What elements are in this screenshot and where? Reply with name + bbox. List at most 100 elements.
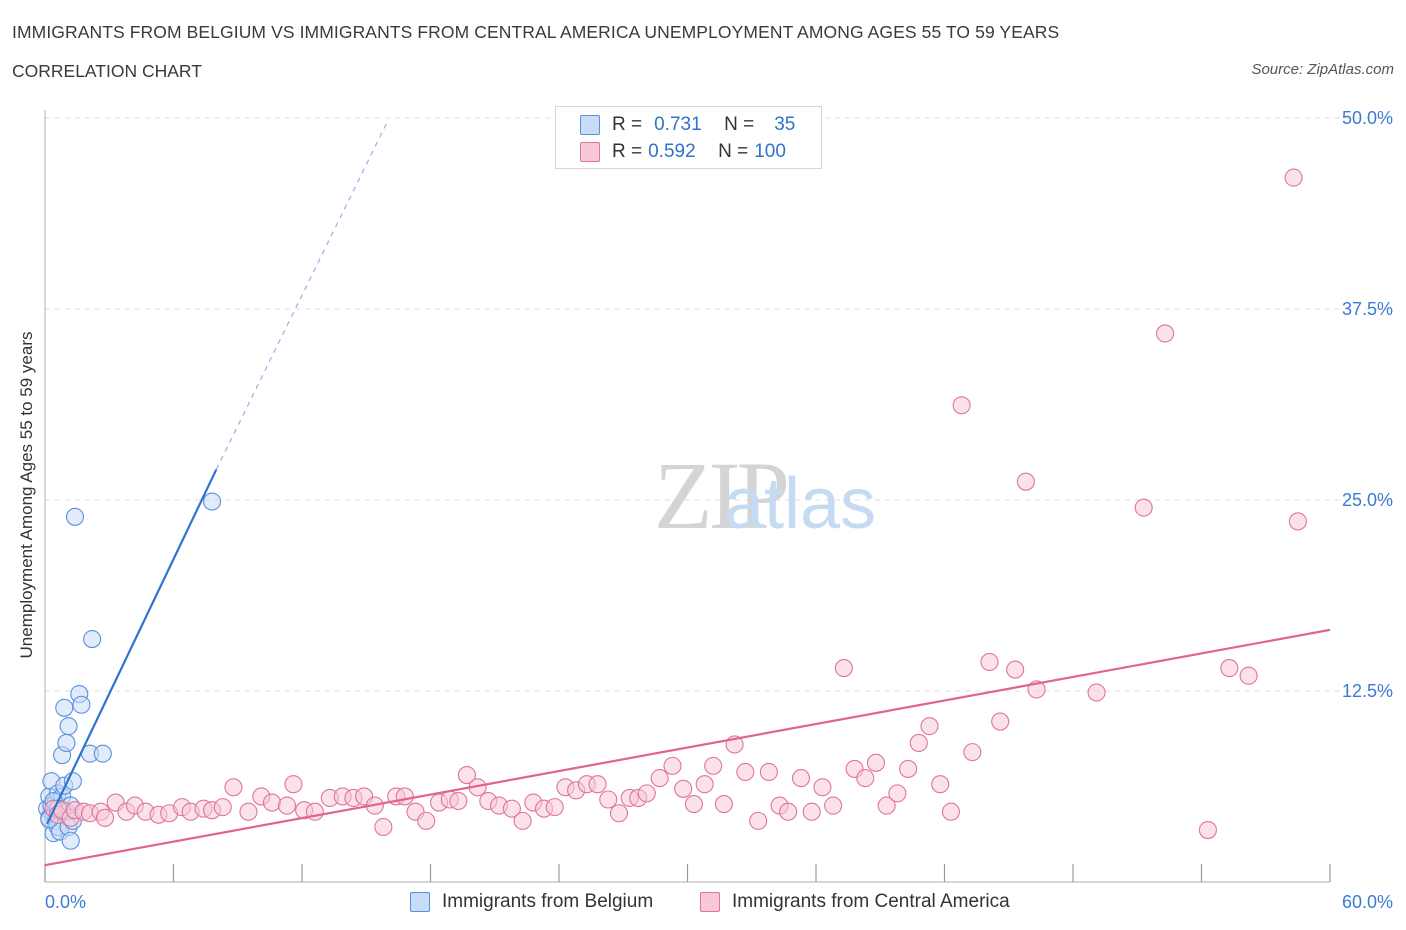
legend-item-central-america[interactable]: Immigrants from Central America xyxy=(700,889,1010,915)
central-america-point xyxy=(791,769,811,788)
central-america-point xyxy=(963,743,982,762)
central-america-point xyxy=(888,784,907,803)
y-tick-label: 12.5% xyxy=(1342,681,1393,701)
central-america-point xyxy=(663,756,682,775)
central-america-point xyxy=(877,796,896,815)
central-america-point xyxy=(262,793,282,812)
central-america-point xyxy=(1156,324,1175,343)
central-america-point xyxy=(239,802,258,821)
central-america-point xyxy=(502,799,521,818)
central-america-point xyxy=(277,796,297,815)
n-label: N = xyxy=(724,114,755,135)
central-america-point xyxy=(609,804,629,823)
n-label: N = xyxy=(718,141,749,162)
stats-row-belgium: R = 0.731 N = 35 xyxy=(580,113,795,137)
central-america-point xyxy=(95,808,115,827)
central-america-point xyxy=(545,798,564,817)
belgium-point xyxy=(203,492,222,511)
belgium-point xyxy=(93,744,112,763)
central-america-point xyxy=(779,802,798,821)
central-america-point xyxy=(952,396,971,415)
central-america-point xyxy=(824,796,843,815)
central-america-point xyxy=(802,802,821,821)
belgium-legend-icon xyxy=(410,892,430,912)
central-america-point xyxy=(650,769,669,788)
central-america-point xyxy=(449,791,468,811)
central-america-point xyxy=(1016,472,1035,491)
central-america-point xyxy=(374,817,393,837)
central-america-point xyxy=(395,787,414,806)
central-america-point xyxy=(1288,512,1307,531)
belgium-point xyxy=(65,507,85,526)
legend-item-belgium[interactable]: Immigrants from Belgium xyxy=(410,889,653,915)
stats-row-central-america: R = 0.592 N = 100 xyxy=(580,140,786,164)
y-tick-label: 50.0% xyxy=(1342,108,1393,128)
r-value: 0.592 xyxy=(648,141,696,162)
watermark-zip: ZIP xyxy=(654,442,787,549)
central-america-point xyxy=(704,756,723,775)
y-tick-label: 25.0% xyxy=(1342,490,1393,510)
chart-source: Source: ZipAtlas.com xyxy=(1251,61,1394,78)
central-america-legend-icon xyxy=(700,892,720,912)
central-america-point xyxy=(899,759,918,778)
central-america-point xyxy=(284,775,303,794)
central-america-point xyxy=(588,775,607,794)
central-america-point xyxy=(920,717,939,736)
chart-subtitle: CORRELATION CHART xyxy=(12,61,202,81)
central-america-swatch-icon xyxy=(580,142,600,162)
central-america-point xyxy=(813,778,832,797)
central-america-point xyxy=(1134,498,1153,517)
belgium-point xyxy=(57,733,76,753)
central-america-point xyxy=(1239,666,1258,685)
belgium-point xyxy=(55,698,74,717)
central-america-point xyxy=(931,775,950,794)
central-america-point xyxy=(674,779,693,798)
belgium-swatch-icon xyxy=(580,115,600,135)
central-america-point xyxy=(834,659,853,678)
central-america-point xyxy=(980,652,999,672)
r-value: 0.731 xyxy=(654,114,702,135)
chart-title: IMMIGRANTS FROM BELGIUM VS IMMIGRANTS FR… xyxy=(12,22,1060,42)
central-america-point xyxy=(749,811,768,830)
y-tick-label: 37.5% xyxy=(1342,299,1393,319)
central-america-point xyxy=(1220,659,1239,678)
central-america-point xyxy=(1006,660,1025,679)
central-america-point xyxy=(457,765,476,785)
central-america-point xyxy=(224,778,243,797)
central-america-point xyxy=(941,802,960,821)
central-america-point xyxy=(599,790,618,809)
legend-label-belgium: Immigrants from Belgium xyxy=(442,891,654,912)
belgium-point xyxy=(61,831,80,850)
n-value: 35 xyxy=(774,114,796,135)
belgium-point xyxy=(72,695,91,714)
central-america-point xyxy=(991,712,1010,731)
n-value: 100 xyxy=(754,141,786,162)
central-america-point xyxy=(736,762,755,782)
belgium-point xyxy=(83,629,102,649)
central-america-point xyxy=(637,784,656,803)
central-america-point xyxy=(866,753,886,772)
central-america-point xyxy=(213,798,232,817)
central-america-point xyxy=(513,811,532,830)
central-america-point xyxy=(1087,683,1106,702)
central-america-point xyxy=(417,811,436,830)
central-america-trend-line xyxy=(44,628,1331,867)
legend-label-central-america: Immigrants from Central America xyxy=(732,891,1010,912)
central-america-point xyxy=(714,795,733,814)
watermark-atlas: atlas xyxy=(724,464,876,544)
central-america-point xyxy=(759,762,778,782)
central-america-point xyxy=(684,795,703,814)
r-label: R = xyxy=(612,141,643,162)
central-america-point xyxy=(1198,820,1217,840)
central-america-point xyxy=(695,775,714,794)
belgium-point xyxy=(59,717,78,736)
stats-legend: R = 0.731 N = 35 R = 0.592 N = 100 xyxy=(555,106,822,169)
central-america-point xyxy=(856,769,875,788)
x-tick-label: 0.0% xyxy=(45,892,86,912)
belgium-trend-line xyxy=(46,468,218,825)
central-america-point xyxy=(909,733,928,753)
central-america-point xyxy=(1284,168,1303,187)
r-label: R = xyxy=(612,114,643,135)
x-tick-label: 60.0% xyxy=(1342,892,1393,912)
